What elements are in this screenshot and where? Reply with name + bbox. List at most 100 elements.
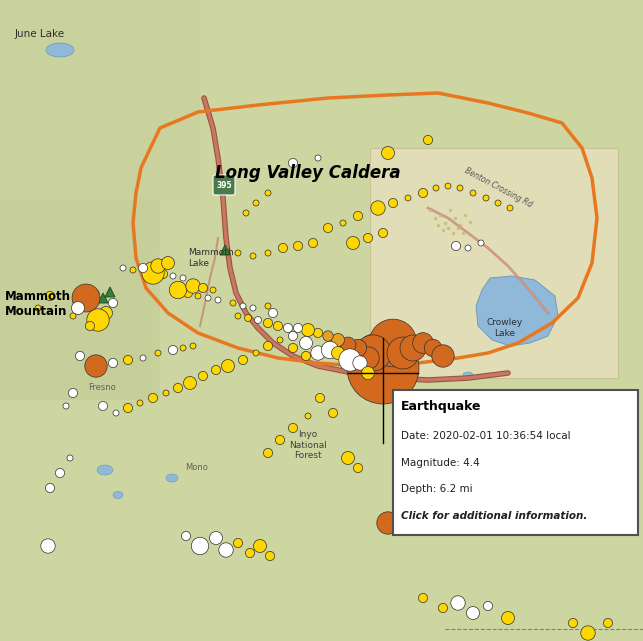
Circle shape	[451, 595, 465, 610]
Circle shape	[507, 205, 513, 211]
Circle shape	[332, 333, 345, 347]
Circle shape	[151, 259, 165, 273]
Circle shape	[109, 299, 118, 308]
Circle shape	[377, 512, 399, 534]
Text: Date: 2020-02-01 10:36:54 local: Date: 2020-02-01 10:36:54 local	[401, 431, 570, 441]
Circle shape	[235, 250, 241, 256]
Circle shape	[253, 540, 266, 553]
Circle shape	[155, 350, 161, 356]
Circle shape	[210, 531, 222, 544]
Circle shape	[355, 335, 391, 371]
Circle shape	[309, 238, 318, 247]
Polygon shape	[220, 245, 230, 255]
Circle shape	[284, 324, 293, 333]
Ellipse shape	[113, 492, 123, 499]
Circle shape	[170, 273, 176, 279]
Circle shape	[240, 303, 246, 309]
Circle shape	[86, 321, 95, 331]
Circle shape	[71, 301, 84, 315]
Circle shape	[424, 339, 442, 356]
Circle shape	[70, 313, 76, 319]
Circle shape	[379, 228, 388, 238]
Circle shape	[85, 355, 107, 377]
Circle shape	[470, 190, 476, 196]
Bar	[0, 200, 160, 400]
Circle shape	[278, 244, 287, 253]
Circle shape	[361, 367, 374, 379]
Text: Benton Crossing Rd: Benton Crossing Rd	[463, 167, 533, 210]
Circle shape	[340, 220, 346, 226]
Circle shape	[268, 308, 278, 317]
Circle shape	[123, 355, 132, 365]
Circle shape	[289, 344, 298, 353]
Circle shape	[305, 413, 311, 419]
Circle shape	[93, 290, 99, 296]
Circle shape	[289, 424, 298, 433]
Circle shape	[293, 324, 303, 333]
Circle shape	[181, 531, 190, 540]
Circle shape	[432, 345, 454, 367]
Circle shape	[275, 435, 285, 445]
Circle shape	[219, 543, 233, 557]
Text: Long Valley Caldera: Long Valley Caldera	[215, 164, 401, 182]
Circle shape	[120, 265, 126, 271]
Circle shape	[265, 250, 271, 256]
Circle shape	[332, 347, 345, 360]
Circle shape	[347, 332, 419, 404]
Circle shape	[244, 315, 251, 322]
Circle shape	[55, 469, 64, 478]
Ellipse shape	[166, 474, 178, 482]
Circle shape	[457, 185, 463, 191]
Circle shape	[340, 337, 356, 353]
Circle shape	[478, 240, 484, 246]
Text: Earthquake: Earthquake	[401, 401, 482, 413]
Polygon shape	[98, 293, 108, 303]
Ellipse shape	[463, 372, 473, 378]
Circle shape	[250, 305, 256, 311]
Circle shape	[230, 300, 236, 306]
Text: Depth: 6.2 mi: Depth: 6.2 mi	[401, 484, 473, 494]
Circle shape	[212, 365, 221, 374]
Polygon shape	[476, 276, 558, 346]
Circle shape	[387, 337, 419, 369]
Circle shape	[243, 210, 249, 216]
Circle shape	[199, 371, 208, 381]
Circle shape	[424, 135, 433, 145]
Circle shape	[41, 539, 55, 553]
Circle shape	[67, 455, 73, 461]
Circle shape	[140, 355, 146, 361]
Circle shape	[158, 269, 168, 279]
Circle shape	[174, 383, 183, 392]
Circle shape	[100, 306, 113, 319]
Circle shape	[264, 449, 273, 458]
Circle shape	[354, 212, 363, 221]
Circle shape	[433, 185, 439, 191]
Circle shape	[265, 303, 271, 309]
Circle shape	[293, 242, 303, 251]
Circle shape	[180, 275, 186, 281]
Circle shape	[329, 408, 338, 417]
Circle shape	[142, 262, 164, 284]
Circle shape	[302, 351, 311, 361]
Circle shape	[581, 626, 595, 640]
Circle shape	[235, 313, 241, 319]
Circle shape	[255, 317, 262, 324]
Text: 395: 395	[216, 181, 232, 190]
Text: Mammoth
Lake: Mammoth Lake	[188, 248, 233, 268]
Circle shape	[369, 319, 417, 367]
Circle shape	[273, 321, 282, 331]
Circle shape	[190, 343, 196, 349]
Circle shape	[253, 200, 259, 206]
Circle shape	[266, 551, 275, 561]
Circle shape	[465, 245, 471, 251]
Circle shape	[603, 619, 613, 628]
Circle shape	[354, 463, 363, 472]
Circle shape	[371, 201, 385, 215]
Circle shape	[264, 319, 273, 328]
FancyBboxPatch shape	[213, 175, 235, 195]
Text: June Lake: June Lake	[15, 29, 65, 39]
Circle shape	[195, 293, 201, 299]
Circle shape	[168, 345, 177, 354]
Circle shape	[149, 394, 158, 403]
Circle shape	[221, 360, 235, 372]
